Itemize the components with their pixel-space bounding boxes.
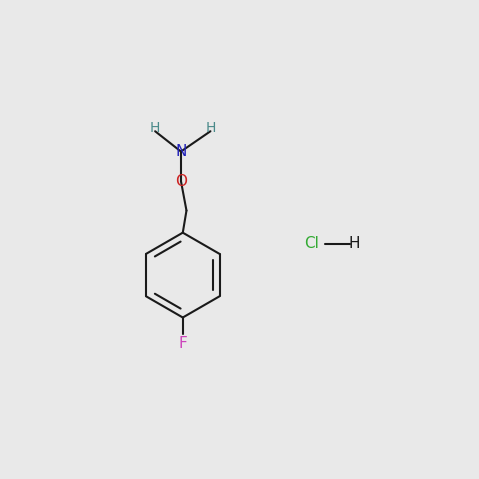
- Text: O: O: [175, 173, 187, 189]
- Text: H: H: [205, 121, 216, 135]
- Text: H: H: [150, 121, 160, 135]
- Text: Cl: Cl: [305, 236, 319, 251]
- Text: F: F: [178, 336, 187, 351]
- Text: N: N: [175, 144, 187, 159]
- Text: H: H: [349, 236, 360, 251]
